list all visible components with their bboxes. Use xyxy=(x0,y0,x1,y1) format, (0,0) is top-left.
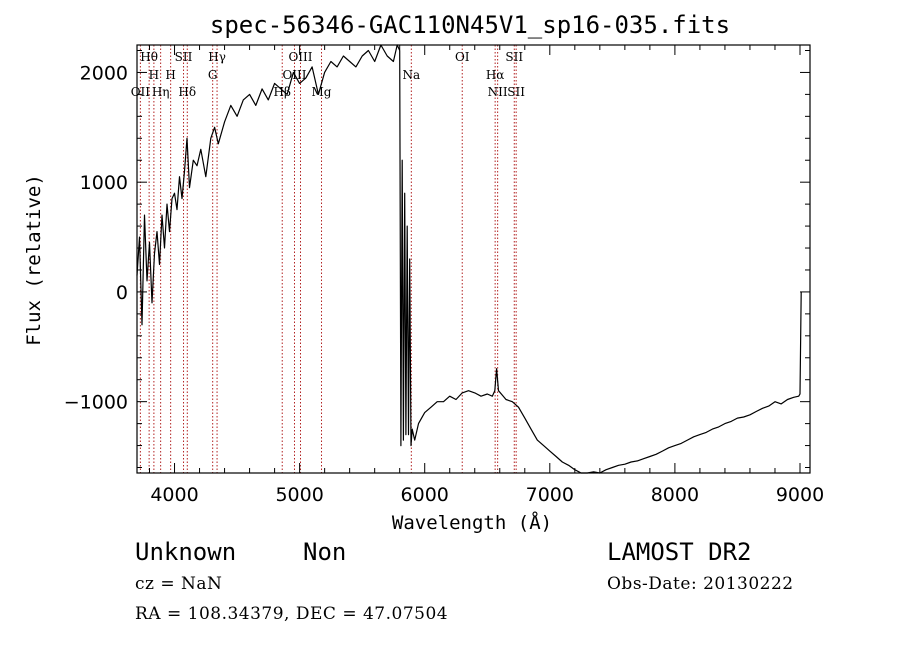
y-tick-label: −1000 xyxy=(64,392,128,414)
line-label: Hγ xyxy=(208,50,226,64)
line-label: H xyxy=(165,68,175,82)
line-label: OII xyxy=(131,85,151,99)
line-label: G xyxy=(208,68,218,82)
x-tick-label: 6000 xyxy=(401,484,449,506)
plot-frame xyxy=(136,44,811,474)
subclass-label: Non xyxy=(303,538,347,566)
line-markers xyxy=(139,45,517,473)
y-tick-label: 2000 xyxy=(80,62,128,84)
cz-value: cz = NaN xyxy=(135,574,223,594)
line-label: OIII xyxy=(288,50,312,64)
chart-title: spec-56346-GAC110N45V1_sp16-035.fits xyxy=(210,11,730,39)
line-label: NII xyxy=(488,85,508,99)
line-label: Hα xyxy=(486,68,505,82)
line-label: SII xyxy=(175,50,193,64)
line-label: SII xyxy=(505,50,523,64)
line-label: Mg xyxy=(312,85,332,99)
x-axis-label: Wavelength (Å) xyxy=(392,511,552,534)
y-tick-label: 0 xyxy=(116,282,128,304)
line-label: Hθ xyxy=(140,50,158,64)
x-axis-ticks: 4000 5000 6000 7000 8000 9000 xyxy=(149,45,824,506)
line-label: OI xyxy=(455,50,470,64)
y-axis-label: Flux (relative) xyxy=(23,174,45,346)
survey-label: LAMOST DR2 xyxy=(607,538,752,566)
x-tick-label: 9000 xyxy=(776,484,824,506)
x-tick-label: 8000 xyxy=(651,484,699,506)
y-axis-ticks: −1000 0 1000 2000 xyxy=(64,49,810,469)
x-tick-label: 7000 xyxy=(526,484,574,506)
obs-date: Obs-Date: 20130222 xyxy=(607,574,794,594)
line-label: Na xyxy=(403,68,421,82)
x-tick-label: 5000 xyxy=(275,484,323,506)
y-tick-label: 1000 xyxy=(80,172,128,194)
spectrum-series xyxy=(136,44,802,474)
class-label: Unknown xyxy=(135,538,237,566)
line-label: OIII xyxy=(282,68,306,82)
x-tick-label: 4000 xyxy=(150,484,198,506)
line-label: SII xyxy=(507,85,525,99)
line-label: H xyxy=(149,68,159,82)
coordinates: RA = 108.34379, DEC = 47.07504 xyxy=(135,604,449,624)
line-label: Hβ xyxy=(274,85,291,99)
line-label: Hδ xyxy=(178,85,196,99)
line-label: Hη xyxy=(152,85,170,99)
